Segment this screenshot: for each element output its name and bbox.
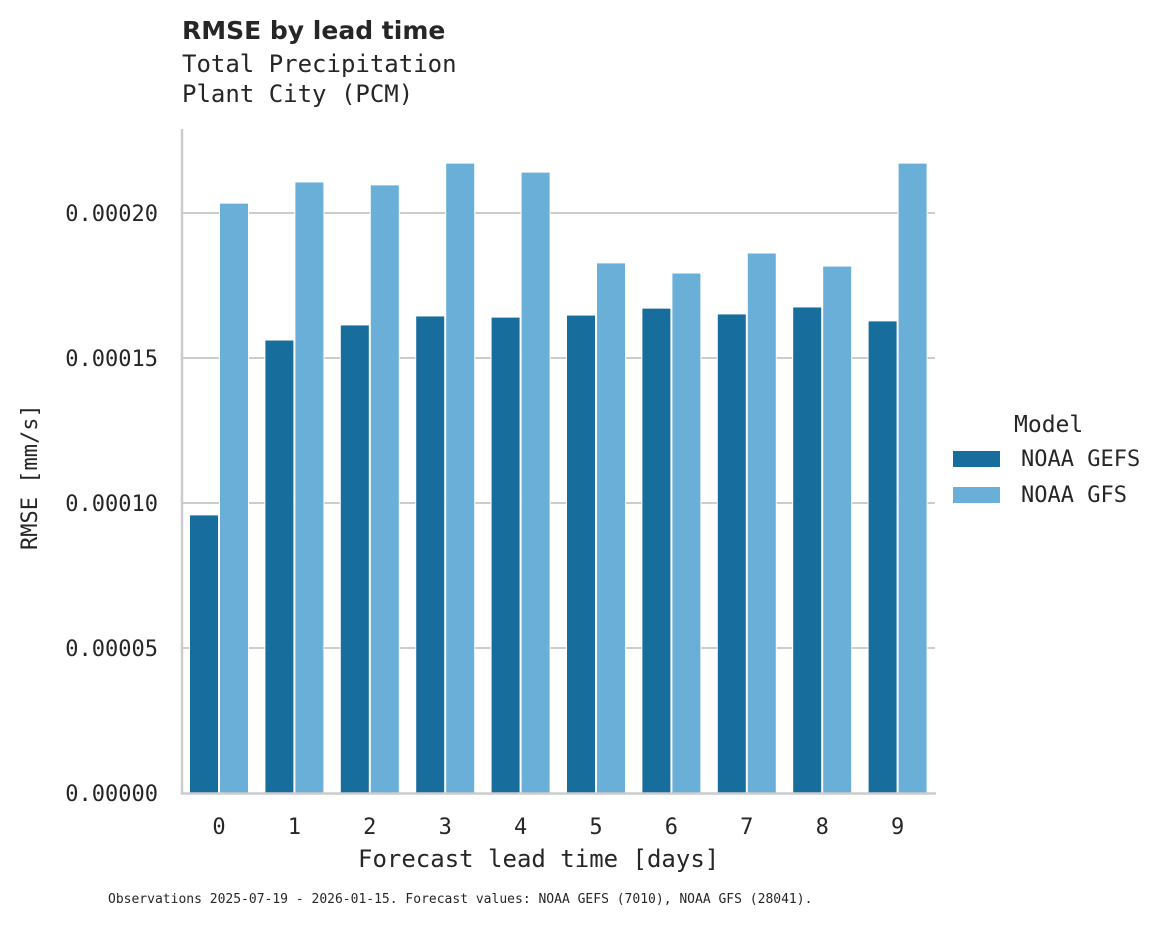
legend-label-gfs: NOAA GFS [1021, 482, 1127, 508]
bar-gefs-7 [716, 313, 747, 794]
x-tick-label: 5 [589, 815, 602, 840]
x-tick-label: 4 [514, 815, 527, 840]
y-axis-label: RMSE [mm/s] [18, 404, 43, 550]
footnote: Observations 2025-07-19 - 2026-01-15. Fo… [108, 892, 813, 907]
x-tick-label: 2 [363, 815, 376, 840]
legend-item-gefs: NOAA GEFS [953, 444, 1140, 474]
x-axis-label: Forecast lead time [days] [358, 845, 720, 873]
y-tick-label: 0.00010 [65, 492, 158, 517]
bar-gfs-8 [822, 265, 853, 794]
bar-gfs-2 [369, 184, 400, 794]
x-tick-label: 0 [212, 815, 225, 840]
x-tick-label: 7 [740, 815, 753, 840]
x-tick-label: 6 [665, 815, 678, 840]
y-tick-label: 0.00020 [65, 202, 158, 227]
bar-gefs-9 [867, 320, 898, 794]
bar-gefs-4 [490, 316, 521, 794]
y-tick-label: 0.00015 [65, 347, 158, 372]
bar-gfs-6 [671, 272, 702, 794]
bar-gfs-4 [520, 171, 551, 794]
bar-gefs-2 [339, 324, 370, 794]
legend-swatch-gfs [953, 487, 1000, 503]
bar-gefs-0 [189, 514, 219, 794]
y-axis-ticks: 0.00000 0.00005 0.00010 0.00015 0.00020 [65, 202, 158, 807]
bar-gefs-8 [792, 306, 823, 794]
chart-subtitle-station: Plant City (PCM) [182, 80, 414, 108]
bar-gfs-0 [219, 202, 249, 794]
legend-item-gfs: NOAA GFS [953, 480, 1140, 510]
chart-title: RMSE by lead time [182, 16, 446, 45]
bar-gfs-9 [897, 162, 928, 794]
x-tick-label: 8 [816, 815, 829, 840]
bar-series [189, 162, 928, 794]
chart-subtitle-variable: Total Precipitation [182, 50, 457, 78]
x-tick-label: 9 [891, 815, 904, 840]
y-tick-label: 0.00000 [65, 782, 158, 807]
bar-gefs-6 [641, 307, 672, 794]
legend-swatch-gefs [953, 451, 1000, 467]
legend-label-gefs: NOAA GEFS [1021, 446, 1141, 472]
bar-gfs-3 [445, 162, 476, 794]
bar-gfs-1 [294, 181, 325, 794]
bar-gfs-5 [596, 262, 626, 794]
bar-gefs-5 [566, 314, 596, 794]
bar-gfs-7 [746, 252, 777, 794]
legend-title: Model [1014, 412, 1084, 438]
bar-gefs-1 [264, 339, 295, 794]
bar-gefs-3 [415, 315, 446, 794]
x-tick-label: 3 [439, 815, 452, 840]
y-tick-label: 0.00005 [65, 637, 158, 662]
x-tick-label: 1 [288, 815, 301, 840]
x-axis-ticks: 0 1 2 3 4 5 6 7 8 9 [212, 815, 904, 840]
legend: Model NOAA GEFS NOAA GFS [953, 412, 1140, 510]
